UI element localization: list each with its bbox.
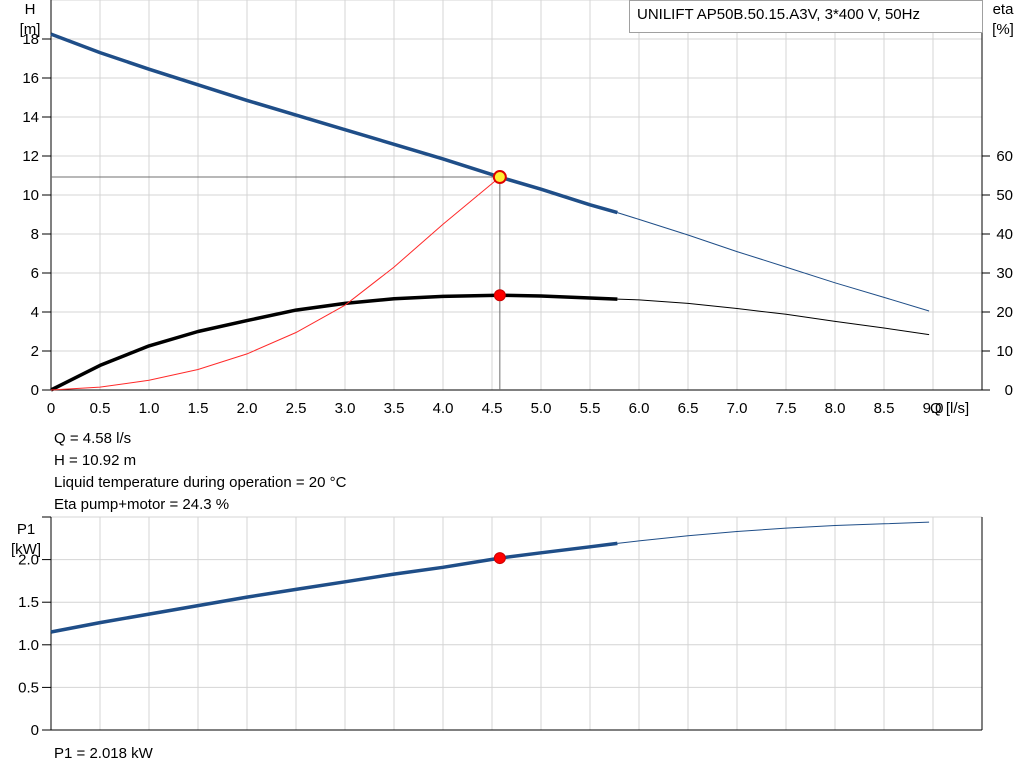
x-tick-label: 7.5 xyxy=(776,400,797,417)
x-tick-label: 0 xyxy=(47,400,55,417)
x-tick-label: 5.5 xyxy=(580,400,601,417)
x-tick-label: 4.5 xyxy=(482,400,503,417)
right-tick-label: 30 xyxy=(996,265,1013,282)
x-tick-label: 8.0 xyxy=(825,400,846,417)
y-tick-label: 0.5 xyxy=(18,679,39,696)
pump-curve-chart: 0 0.5 1.0 1.5 2.0 2.5 3.0 3.5 4.0 4.5 5.0 5.5 6.0 6.5… xyxy=(20,0,1015,417)
x-tick-label: 3.5 xyxy=(384,400,405,417)
y-tick-label: 0 xyxy=(31,382,39,399)
y-axis-label: H xyxy=(25,1,36,18)
y-tick-label: 18 xyxy=(22,31,39,48)
y-tick-label: 6 xyxy=(31,265,39,282)
series-eta-curve xyxy=(50,293,618,392)
chart-title: UNILIFT AP50B.50.15.A3V, 3*400 V, 50Hz xyxy=(637,6,920,23)
x-tick-label: 6.5 xyxy=(678,400,699,417)
x-tick-label: 1.5 xyxy=(188,400,209,417)
x-tick-label: 6.0 xyxy=(629,400,650,417)
y-tick-label: 8 xyxy=(31,226,39,243)
series-npsh-curve xyxy=(50,176,501,391)
y-tick-label: 12 xyxy=(22,148,39,165)
y-tick-label: 14 xyxy=(22,109,39,126)
x-tick-label: 7.0 xyxy=(727,400,748,417)
head-readout: H = 10.92 m xyxy=(54,452,137,469)
flow-readout: Q = 4.58 l/s xyxy=(54,430,132,447)
right-tick-label: 40 xyxy=(996,226,1013,243)
x-tick-label: 5.0 xyxy=(531,400,552,417)
x-tick-label: 0.5 xyxy=(90,400,111,417)
x-tick-label: 2.0 xyxy=(237,400,258,417)
title-box xyxy=(629,0,983,33)
series-p1-extension xyxy=(617,521,930,544)
y-tick-label: 1.5 xyxy=(18,594,39,611)
efficiency-readout: Eta pump+motor = 24.3 % xyxy=(54,496,230,513)
right-tick-label: 50 xyxy=(996,187,1013,204)
power-operating-point xyxy=(493,552,506,565)
series-p1-curve xyxy=(50,541,618,634)
eta-operating-point xyxy=(493,289,506,302)
y-axis-unit: [kW] xyxy=(11,541,41,558)
y-axis-unit: [m] xyxy=(20,21,41,38)
power-curve-chart: 0 0.5 1.0 1.5 2.0 P1 [kW] xyxy=(11,516,983,739)
y-tick-label: 16 xyxy=(22,70,39,87)
series-eta-extension xyxy=(617,298,930,336)
y-axis-label: P1 xyxy=(17,521,35,538)
y-tick-label: 2 xyxy=(31,343,39,360)
right-axis-unit: [%] xyxy=(992,21,1014,38)
right-tick-label: 10 xyxy=(996,343,1013,360)
y-tick-label: 1.0 xyxy=(18,637,39,654)
y-tick-label: 2.0 xyxy=(18,552,39,569)
series-h-curve xyxy=(50,32,618,215)
head-operating-point xyxy=(492,170,507,185)
x-tick-label: 8.5 xyxy=(874,400,895,417)
series-h-extension xyxy=(617,212,930,312)
right-tick-label: 60 xyxy=(996,148,1013,165)
y-tick-label: 4 xyxy=(31,304,39,321)
x-tick-label: 9.0 xyxy=(923,400,944,417)
x-tick-label: 1.0 xyxy=(139,400,160,417)
y-tick-label: 0 xyxy=(31,722,39,739)
x-axis-label: Q [l/s] xyxy=(930,400,969,417)
power-readout: P1 = 2.018 kW xyxy=(54,745,153,762)
right-tick-label: 20 xyxy=(996,304,1013,321)
x-tick-label: 3.0 xyxy=(335,400,356,417)
y-tick-label: 10 xyxy=(22,187,39,204)
temperature-readout: Liquid temperature during operation = 20… xyxy=(54,474,347,491)
right-tick-label: 0 xyxy=(1005,382,1013,399)
x-tick-label: 4.0 xyxy=(433,400,454,417)
right-axis-label: eta xyxy=(993,1,1015,18)
x-tick-label: 2.5 xyxy=(286,400,307,417)
